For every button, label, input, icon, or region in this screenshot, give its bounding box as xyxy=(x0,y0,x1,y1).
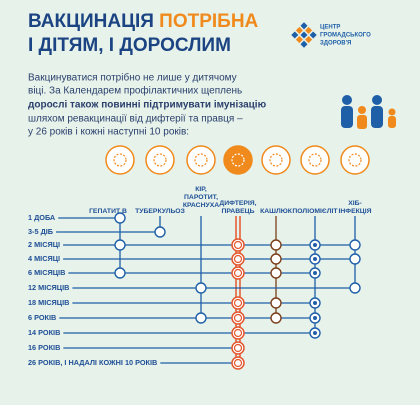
dose-dot-inner xyxy=(313,271,317,275)
row-label: 14 РОКІВ xyxy=(28,328,60,337)
dose-dot xyxy=(154,226,166,238)
row-label: 4 МІСЯЦІ xyxy=(28,254,60,263)
disease-icon-glyph xyxy=(308,153,322,167)
intro-line: шляхом ревакцинації від дифтерії та прав… xyxy=(28,113,243,125)
column-label: ТУБЕРКУЛЬОЗ xyxy=(135,208,185,215)
intro-line: дорослі також повинні підтримувати імуні… xyxy=(28,100,267,111)
title-line: І ДІТЯМ, І ДОРОСЛИМ xyxy=(28,35,231,56)
logo-text: ЦЕНТР xyxy=(320,25,340,31)
column-label: КІР, xyxy=(195,186,207,193)
disease-icon-glyph xyxy=(194,153,208,167)
dose-dot-inner xyxy=(233,343,243,353)
dose-dot xyxy=(270,297,282,309)
dose-dot xyxy=(270,239,282,251)
dose-dot xyxy=(349,239,361,251)
disease-icon xyxy=(340,145,370,175)
dose-dot xyxy=(195,312,207,324)
disease-icon-glyph xyxy=(269,153,283,167)
disease-icon xyxy=(300,145,330,175)
dose-dot xyxy=(195,282,207,294)
disease-icon xyxy=(261,145,291,175)
dose-dot-inner xyxy=(233,313,243,323)
dose-dot-inner xyxy=(233,268,243,278)
title-part: ВАКЦИНАЦІЯ xyxy=(28,11,154,32)
disease-icon-glyph xyxy=(113,153,127,167)
dose-dot-inner xyxy=(233,328,243,338)
column-label: ПОЛІОМІЄЛІТ xyxy=(292,208,338,215)
disease-icon-glyph xyxy=(231,153,245,167)
row-label: 6 РОКІВ xyxy=(28,313,56,322)
row-label: 16 РОКІВ xyxy=(28,343,60,352)
column-label: ГЕПАТИТ В xyxy=(89,208,127,215)
column-label: ПРАВЕЦЬ xyxy=(221,208,254,215)
dose-dot-inner xyxy=(233,358,243,368)
dose-dot xyxy=(114,267,126,279)
dose-dot-inner xyxy=(313,257,317,261)
row-label: 12 МІСЯЦІВ xyxy=(28,283,69,292)
row-label: 1 ДОБА xyxy=(28,213,56,222)
title: ВАКЦИНАЦІЯ ПОТРІБНА xyxy=(28,11,259,32)
dose-dot-inner xyxy=(313,301,317,305)
row-label: 18 МІСЯЦІВ xyxy=(28,298,69,307)
column-label: ПАРОТИТ, xyxy=(184,194,218,201)
family-icon xyxy=(341,95,396,129)
dose-dot xyxy=(270,253,282,265)
logo-text: ГРОМАДСЬКОГО xyxy=(320,33,371,39)
disease-icon-glyph xyxy=(348,153,362,167)
column-label: КАШЛЮК xyxy=(260,208,293,215)
intro-line: Вакцинуватися потрібно не лише у дитячом… xyxy=(28,72,237,84)
dose-dot-inner xyxy=(313,331,317,335)
row-label: 2 МІСЯЦІ xyxy=(28,240,60,249)
row-label: 6 МІСЯЦІВ xyxy=(28,268,65,277)
dose-dot xyxy=(114,212,126,224)
disease-icon xyxy=(186,145,216,175)
column-label: ІНФЕКЦІЯ xyxy=(338,208,371,215)
dose-dot xyxy=(270,312,282,324)
row-label: 26 РОКІВ, І НАДАЛІ КОЖНІ 10 РОКІВ xyxy=(28,358,157,367)
disease-icon xyxy=(223,145,253,175)
dose-dot-inner xyxy=(313,243,317,247)
dose-dot-inner xyxy=(233,254,243,264)
dose-dot-inner xyxy=(233,298,243,308)
dose-dot xyxy=(349,253,361,265)
row-label: 3-5 ДІБ xyxy=(28,227,53,236)
disease-icon xyxy=(145,145,175,175)
column-label: ХІБ- xyxy=(348,200,362,207)
intro-line: віці. За Календарем профілактичних щепле… xyxy=(28,85,242,97)
column-label: КРАСНУХА xyxy=(183,202,219,209)
column-label: ДИФТЕРІЯ, xyxy=(219,200,256,207)
title-part: ПОТРІБНА xyxy=(159,11,258,32)
dose-dot xyxy=(270,267,282,279)
dose-dot xyxy=(114,239,126,251)
disease-icon xyxy=(105,145,135,175)
dose-dot xyxy=(349,282,361,294)
intro-line: у 26 років і кожні наступні 10 років: xyxy=(28,127,189,138)
schedule: ГЕПАТИТ В ТУБЕРКУЛЬОЗ КІР,ПАРОТИТ,КРАСНУХА… xyxy=(28,145,372,370)
disease-icon-glyph xyxy=(153,153,167,167)
dose-dot-inner xyxy=(313,316,317,320)
logo-text: ЗДОРОВ'Я xyxy=(320,41,351,47)
dose-dot-inner xyxy=(233,240,243,250)
